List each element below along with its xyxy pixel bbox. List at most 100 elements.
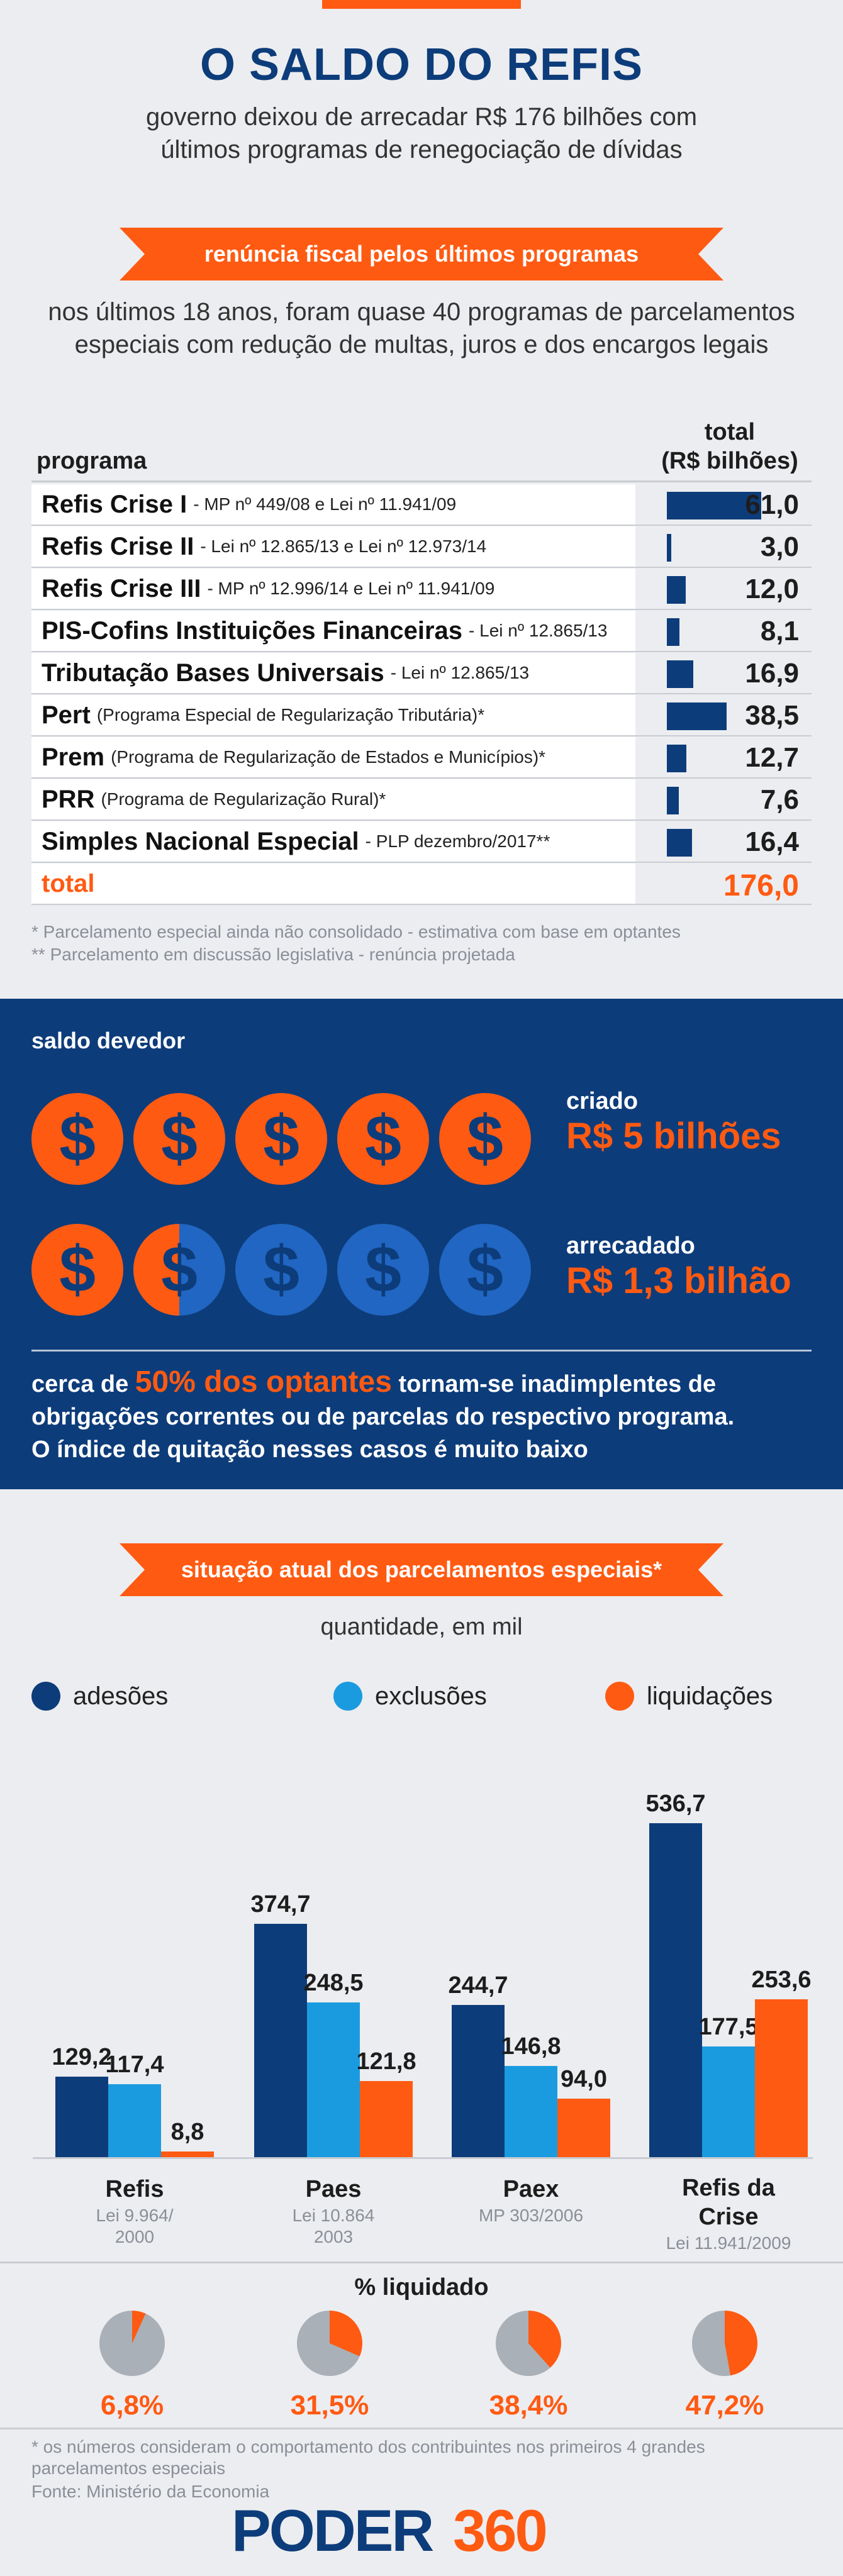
table-row: Refis Crise III - MP nº 12.996/14 e Lei n… [31,569,812,610]
program-name: Refis Crise I [42,490,187,518]
renuncia-value: 16,4 [745,826,799,857]
renuncia-bar [667,534,672,562]
dollar-icon: $ [365,1102,401,1175]
intro-text: nos últimos 18 anos, foram quase 40 prog… [0,296,843,361]
legend-item: adesões [31,1682,168,1711]
renuncia-value: 12,0 [745,574,799,604]
intro-line-1: nos últimos 18 anos, foram quase 40 prog… [48,298,795,326]
coin-criado: $ [337,1093,429,1185]
bar-value-label: 117,4 [105,2051,164,2078]
program-name: Prem [42,743,105,771]
bar-adesões [452,2004,505,2157]
arrecadado-value: R$ 1,3 bilhão [566,1260,791,1301]
legend-swatch [605,1682,634,1711]
bar-value-label: 8,8 [170,2119,204,2146]
program-law: - Lei nº 12.865/13 e Lei nº 12.973/14 [200,536,487,556]
pie-percent-label: 47,2% [685,2390,764,2421]
subtitle-line-2: últimos programas de renegociação de dív… [160,136,683,164]
renuncia-value: 8,1 [760,616,799,647]
poder360-logo: PODER 360 [232,2499,548,2560]
coin-criado: $ [133,1093,225,1185]
dollar-icon: $ [161,1233,198,1306]
top-accent-bar [322,0,521,9]
table-header-rule [31,480,812,482]
inadimplencia-text: cerca de 50% dos optantes tornam-se inad… [31,1366,812,1466]
svg-text:PODER: PODER [232,2499,433,2560]
column-header-program: programa [36,448,147,474]
table-row: Pert (Programa Especial de Regularização … [31,695,812,736]
bar-adesões [649,1823,702,2157]
renuncia-value: 61,0 [745,489,799,520]
dollar-icon: $ [365,1233,401,1306]
table-row: PIS-Cofins Instituições Financeiras - Lei… [31,611,812,652]
table-row: Prem (Programa de Regularização de Estado… [31,737,812,779]
legend-swatch [31,1682,60,1711]
inadimplencia-highlight: 50% dos optantes [135,1365,392,1399]
footnote-1: * Parcelamento especial ainda não consol… [31,922,681,941]
table-row: Simples Nacional Especial - PLP dezembro/… [31,821,812,863]
legend-item: exclusões [333,1682,487,1711]
category-label: Refis da Crise [682,2175,775,2230]
category-label: Paes [305,2176,362,2202]
program-name: Refis Crise III [42,574,201,602]
table-total-row: total 176,0 [31,863,812,905]
renuncia-value: 7,6 [760,784,799,815]
inadimplencia-line-2: obrigações correntes ou de parcelas do r… [31,1404,735,1430]
criado-label: criado [566,1088,639,1114]
svg-text:360: 360 [453,2499,546,2560]
program-name: PIS-Cofins Instituições Financeiras [42,616,463,645]
legend-label: adesões [73,1682,169,1710]
renuncia-value: 16,9 [745,658,799,689]
bottom-footnote: * os números consideram o comportamento … [31,2437,705,2478]
program-law: (Programa de Regularização Rural)* [101,789,386,809]
renuncia-value: 3,0 [760,531,799,562]
page-title: O SALDO DO REFIS [199,40,644,90]
intro-line-2: especiais com redução de multas, juros e… [74,331,769,358]
bar-liquidações [557,2098,610,2157]
pie-liquidado [692,2311,757,2376]
program-name: Pert [42,701,91,729]
coin-criado: $ [235,1093,327,1185]
bar-value-label: 94,0 [561,2065,607,2092]
chart-baseline [33,2157,813,2159]
pie-percent-label: 38,4% [489,2390,568,2421]
bar-adesões [254,1924,307,2157]
bar-value-label: 374,7 [250,1891,311,1918]
subtitle-line-1: governo deixou de arrecadar R$ 176 bilhõ… [145,103,698,131]
inadimplencia-pre: cerca de [31,1371,135,1397]
coin-arrecadado: $ [439,1224,531,1316]
bar-value-label: 121,8 [356,2048,416,2075]
dollar-icon: $ [263,1233,299,1306]
program-law: - Lei nº 12.865/13 [469,621,608,640]
section-ribbon-situacao: situação atual dos parcelamentos especia… [120,1543,723,1596]
table-row: Tributação Bases Universais - Lei nº 12.8… [31,653,812,694]
coin-arrecadado: $ [337,1224,429,1316]
renuncia-bar [667,660,693,688]
program-law: - MP nº 12.996/14 e Lei nº 11.941/09 [207,579,495,598]
inadimplencia-line-3: O índice de quitação nesses casos é muit… [31,1436,588,1463]
dollar-icon: $ [467,1102,503,1175]
ribbon-label: renúncia fiscal pelos últimos programas [145,228,698,280]
saldo-devedor-label: saldo devedor [31,1028,186,1053]
liquidado-bottom-rule [0,2428,843,2429]
program-law: (Programa Especial de Regularização Trib… [96,705,485,724]
dollar-icon: $ [161,1102,198,1175]
legend-label: liquidações [647,1682,773,1710]
legend-swatch [333,1682,362,1711]
coin-criado: $ [439,1093,531,1185]
bar-value-label: 177,5 [698,2014,759,2041]
arrecadado-stat: arrecadado R$ 1,3 bilhão [566,1233,791,1302]
pie-percent-label: 6,8% [100,2390,164,2421]
dollar-icon: $ [263,1102,299,1175]
legend-label: exclusões [375,1682,487,1710]
criado-value: R$ 5 bilhões [566,1116,781,1157]
pie-percent-label: 31,5% [290,2390,369,2421]
program-law: (Programa de Regularização de Estados e … [111,747,546,767]
dollar-icon: $ [59,1233,96,1306]
bar-adesões [55,2077,108,2157]
program-name: Refis Crise II [42,532,194,560]
category-law: Lei 11.941/2009 [666,2233,791,2253]
bar-liquidações [755,1999,808,2157]
category-label: Paex [503,2176,559,2202]
bar-exclusões [505,2065,557,2157]
